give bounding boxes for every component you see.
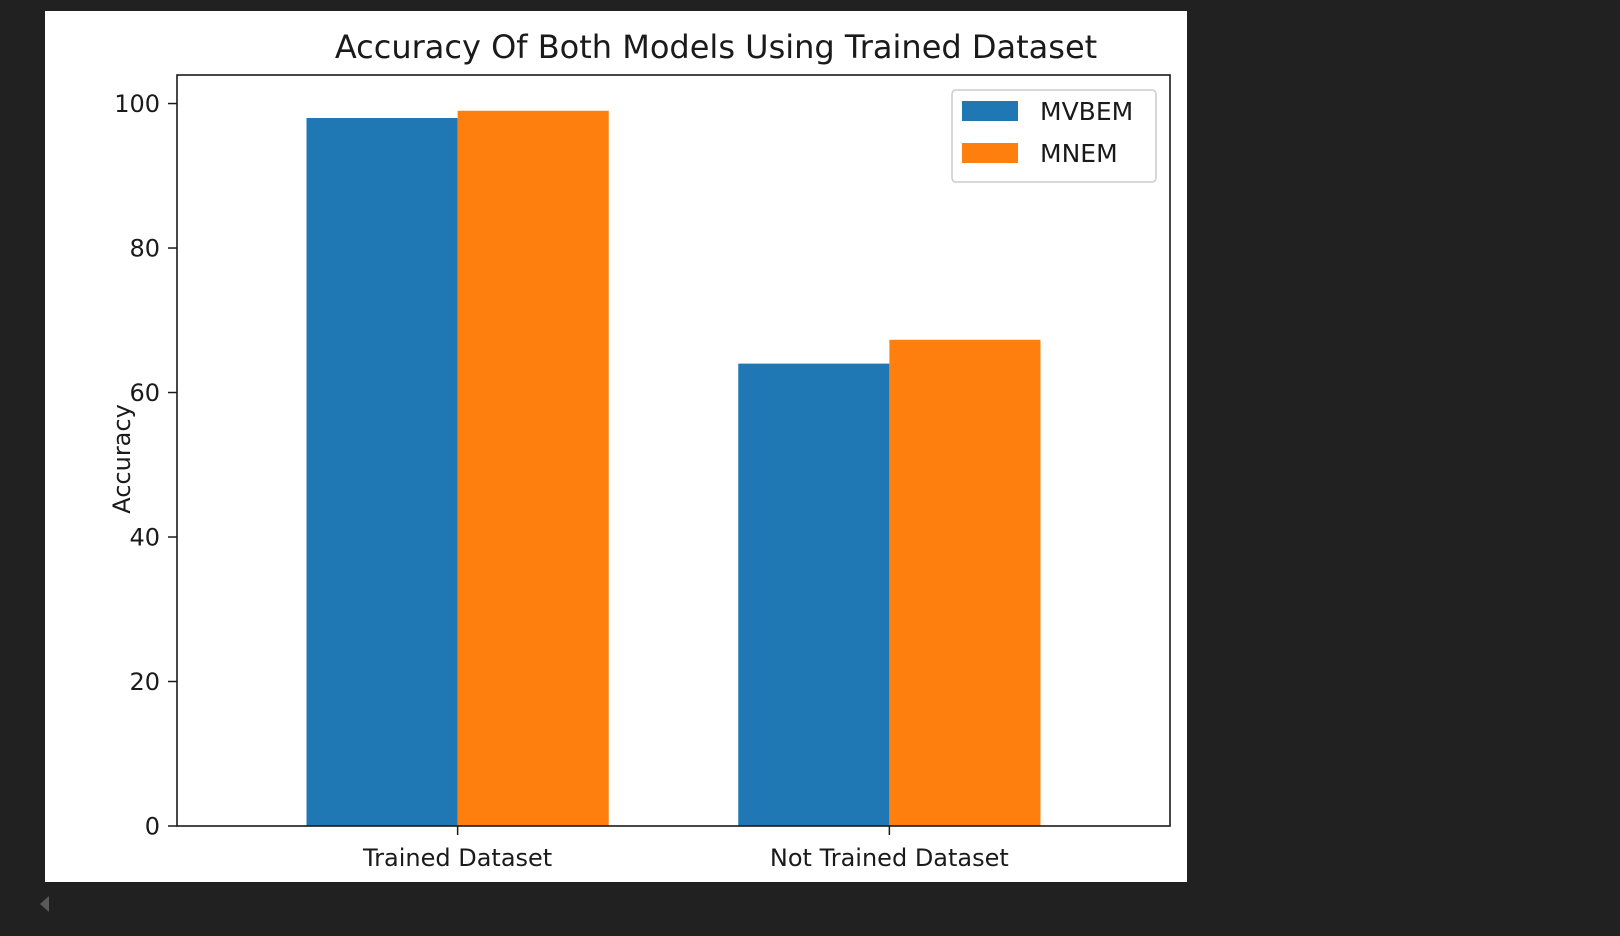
y-axis-ticks: 0 20 40 60 80 100 bbox=[114, 90, 177, 841]
y-tick-label: 80 bbox=[129, 235, 160, 263]
y-axis-label: Accuracy bbox=[108, 404, 136, 514]
legend-label-mvbem: MVBEM bbox=[1040, 97, 1133, 126]
x-axis-ticks: Trained Dataset Not Trained Dataset bbox=[362, 826, 1009, 872]
bar-mnem-1 bbox=[889, 339, 1041, 826]
y-tick-label: 20 bbox=[129, 668, 160, 696]
x-tick-label: Not Trained Dataset bbox=[770, 844, 1009, 872]
bars-layer bbox=[306, 110, 1041, 827]
y-tick-label: 100 bbox=[114, 90, 160, 118]
y-tick-label: 40 bbox=[129, 524, 160, 552]
plot-area-frame bbox=[176, 74, 1171, 827]
bar-mnem-0 bbox=[457, 110, 609, 826]
bar-mvbem-1 bbox=[738, 363, 890, 826]
chart-figure: Accuracy Of Both Models Using Trained Da… bbox=[45, 11, 1187, 882]
legend-swatch-mnem bbox=[962, 143, 1018, 163]
chart-title: Accuracy Of Both Models Using Trained Da… bbox=[335, 28, 1097, 66]
legend-label-mnem: MNEM bbox=[1040, 139, 1118, 168]
bar-chart: Accuracy Of Both Models Using Trained Da… bbox=[108, 28, 1171, 872]
y-tick-label: 0 bbox=[145, 813, 160, 841]
y-tick-label: 60 bbox=[129, 379, 160, 407]
legend-swatch-mvbem bbox=[962, 101, 1018, 121]
legend: MVBEM MNEM bbox=[951, 89, 1157, 183]
bar-mvbem-0 bbox=[306, 117, 458, 827]
x-tick-label: Trained Dataset bbox=[362, 844, 552, 872]
scroll-left-icon[interactable] bbox=[40, 896, 49, 912]
